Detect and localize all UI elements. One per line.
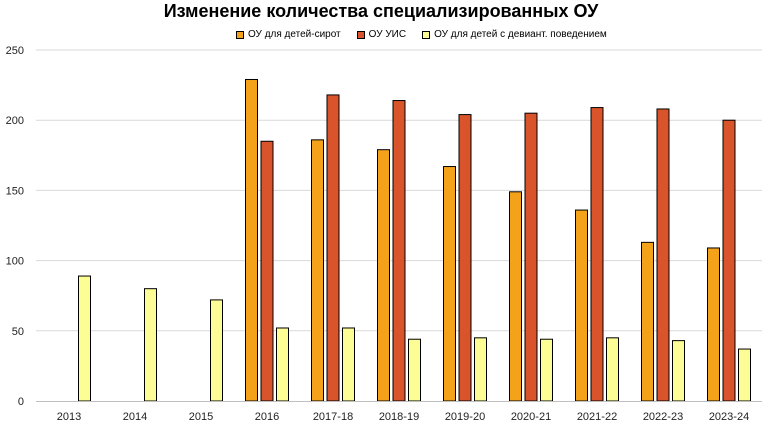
bar-deviant-2021-22: [606, 337, 619, 402]
x-tick-label: 2015: [189, 411, 213, 422]
bar-deviant-2017-18: [342, 327, 355, 402]
x-tick-label: 2013: [57, 411, 81, 422]
legend: ОУ для детей-сирот ОУ УИС ОУ для детей с…: [236, 29, 607, 40]
y-tick-label: 50: [12, 326, 24, 338]
bar-uis-2019-20: [458, 114, 472, 402]
y-tick-label: 250: [6, 45, 24, 57]
bar-deviant-2018-19: [408, 338, 421, 402]
bar-uis-2021-22: [590, 107, 604, 402]
bars: [78, 78, 751, 402]
x-tick-label: 2020-21: [511, 411, 551, 422]
bar-uis-2017-18: [326, 94, 340, 402]
y-tick-label: 0: [18, 396, 24, 408]
bar-orphans-2017-18: [311, 139, 324, 402]
y-axis-tick-labels: 0 50 100 150 200 250: [6, 45, 24, 408]
x-tick-label: 2022-23: [643, 411, 683, 422]
x-tick-label: 2017-18: [313, 411, 353, 422]
legend-label-orphans: ОУ для детей-сирот: [248, 29, 341, 40]
x-tick-label: 2016: [255, 411, 279, 422]
bar-orphans-2018-19: [377, 149, 390, 402]
bar-orphans-2016: [245, 78, 258, 402]
bar-uis-2016: [260, 140, 274, 402]
bar-deviant-2015: [210, 299, 223, 402]
bar-uis-2023-24: [722, 119, 736, 402]
bar-orphans-2020-21: [509, 191, 522, 402]
x-tick-label: 2014: [123, 411, 147, 422]
chart-title: Изменение количества специализированных …: [163, 1, 599, 21]
legend-label-uis: ОУ УИС: [368, 29, 407, 40]
legend-label-deviant: ОУ для детей с девиант. поведением: [434, 29, 607, 40]
legend-item-uis: ОУ УИС: [356, 29, 407, 40]
bar-uis-2022-23: [656, 108, 670, 402]
bar-uis-2020-21: [524, 112, 538, 402]
bar-uis-2018-19: [392, 100, 406, 402]
bar-deviant-2020-21: [540, 338, 553, 402]
legend-swatch-uis: [356, 30, 365, 39]
bar-deviant-2022-23: [672, 340, 685, 402]
bar-deviant-2013: [78, 275, 91, 402]
y-tick-label: 150: [6, 185, 24, 197]
bar-orphans-2023-24: [707, 247, 720, 402]
bar-deviant-2016: [276, 327, 289, 402]
bar-orphans-2019-20: [443, 166, 456, 402]
x-axis-tick-labels: 2013 2014 2015 2016 2017-18 2018-19 2019-20 202…: [57, 411, 749, 422]
legend-swatch-orphans: [236, 30, 244, 39]
bar-orphans-2021-22: [575, 209, 588, 402]
y-tick-label: 100: [6, 256, 24, 268]
legend-item-orphans: ОУ для детей-сирот: [236, 29, 341, 40]
legend-swatch-deviant: [422, 30, 431, 39]
x-tick-label: 2018-19: [379, 411, 419, 422]
x-tick-label: 2019-20: [445, 411, 485, 422]
x-tick-label: 2023-24: [709, 411, 749, 422]
y-tick-label: 200: [6, 115, 24, 127]
legend-item-deviant: ОУ для детей с девиант. поведением: [422, 29, 607, 40]
bar-deviant-2019-20: [474, 337, 487, 402]
bar-deviant-2014: [144, 288, 157, 402]
x-tick-label: 2021-22: [577, 411, 617, 422]
bar-deviant-2023-24: [738, 348, 751, 402]
bar-orphans-2022-23: [641, 241, 654, 402]
